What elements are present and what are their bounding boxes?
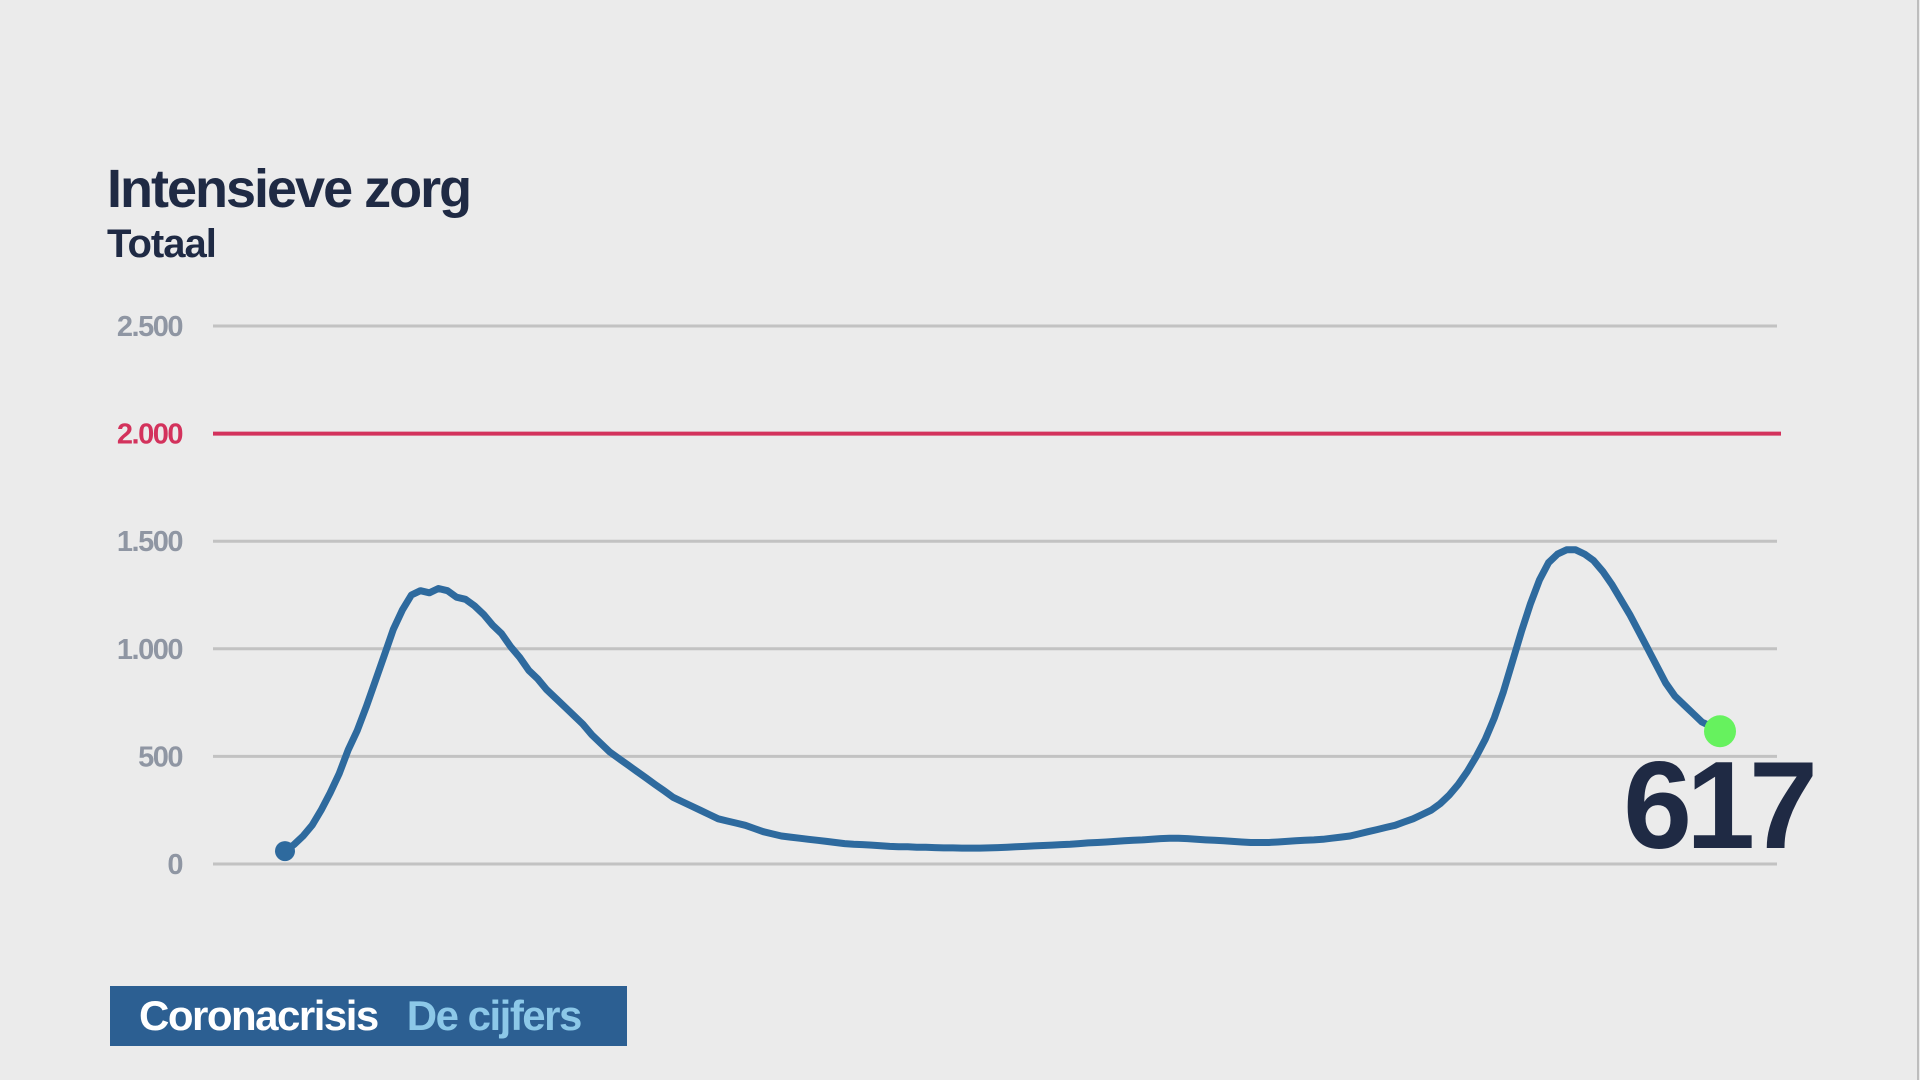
y-tick-label: 500 xyxy=(138,741,182,773)
series-start-point xyxy=(275,841,295,862)
banner-program-subtitle: De cijfers xyxy=(406,992,583,1039)
series-end-point xyxy=(1704,715,1736,748)
y-tick-label: 1.500 xyxy=(117,526,182,558)
frame-edge xyxy=(1917,0,1919,1080)
y-tick-label: 1.000 xyxy=(117,634,182,666)
chart-title: Intensieve zorg xyxy=(107,159,472,219)
last-value-label: 617 xyxy=(1623,737,1813,875)
point-markers xyxy=(275,715,1736,862)
program-banner: Coronacrisis De cijfers xyxy=(110,986,627,1046)
y-tick-label: 2.500 xyxy=(117,311,182,343)
series-lines xyxy=(281,546,1724,855)
chart-subtitle: Totaal xyxy=(107,222,217,266)
y-tick-label: 2.000 xyxy=(117,419,182,451)
y-tick-label: 0 xyxy=(167,849,182,881)
y-tick-labels: 0 500 1.000 1.500 2.000 2.500 xyxy=(117,311,184,881)
series-line xyxy=(281,546,1724,855)
banner-program-title: Coronacrisis xyxy=(139,992,379,1039)
